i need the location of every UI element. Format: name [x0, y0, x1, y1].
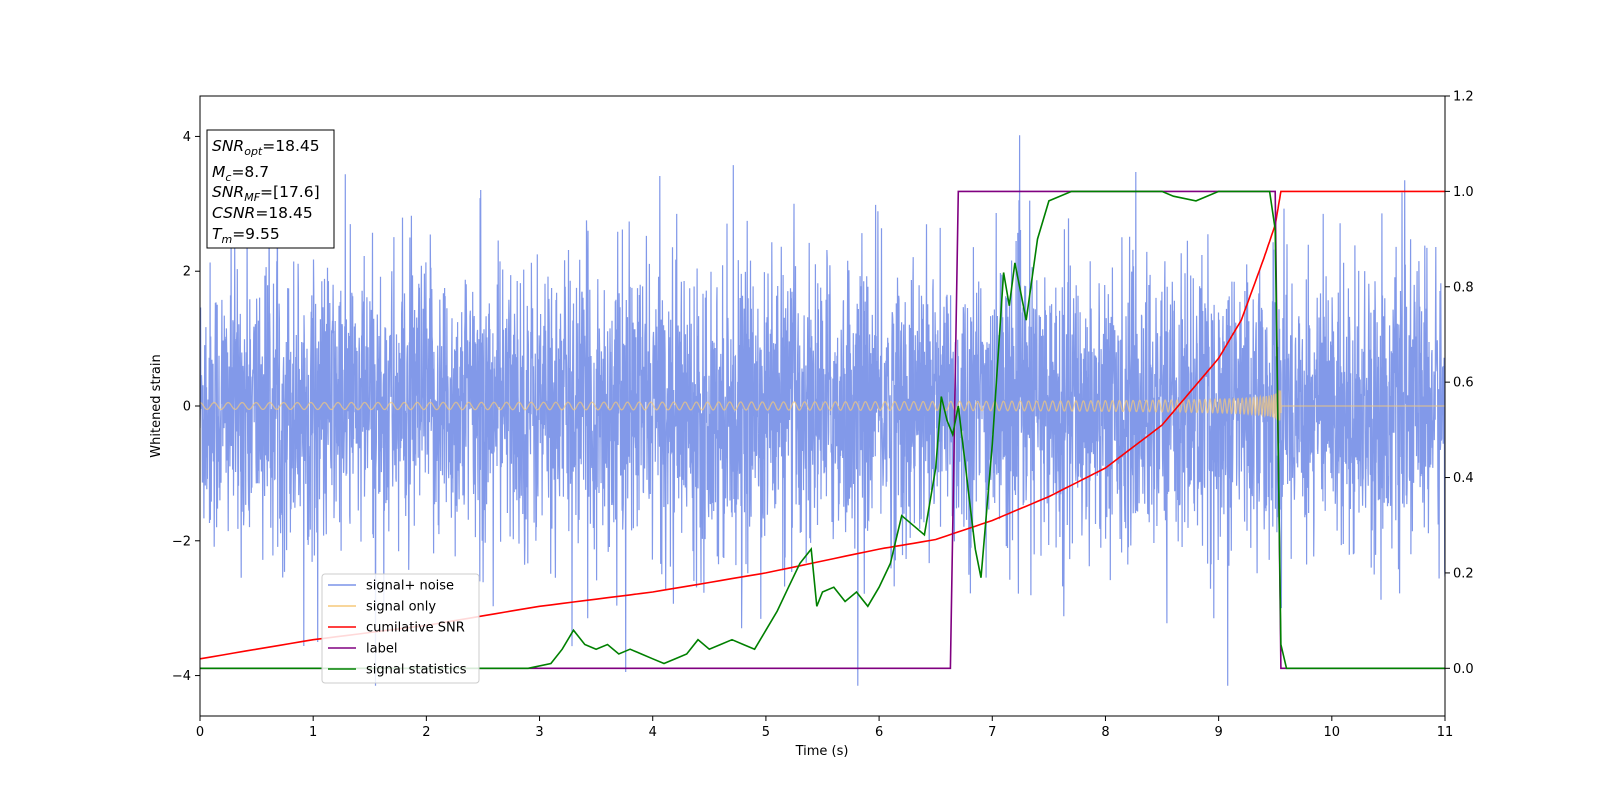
info-symbol: CSNR	[212, 204, 255, 222]
x-tick-label: 1	[309, 725, 317, 740]
legend-label: signal statistics	[366, 663, 467, 678]
x-tick-label: 3	[535, 725, 543, 740]
x-tick-label: 10	[1324, 725, 1341, 740]
info-subscript: c	[225, 171, 231, 184]
info-subscript: MF	[244, 191, 260, 204]
legend: signal+ noise signal only cumilative SNR la…	[321, 573, 480, 684]
x-tick-label: 4	[649, 725, 657, 740]
y-tick-label: −2	[172, 534, 191, 549]
x-tick-label: 0	[196, 725, 204, 740]
info-value: =18.45	[255, 204, 312, 222]
legend-label: cumilative SNR	[366, 621, 465, 636]
axes-layer: 0 1 2 3 4 5 6 7 8 9 10 11 −4 −2 0 2 4 0.0 0.2 0.4 0.6 0.8 1.0 1…	[172, 90, 1474, 741]
legend-label: signal+ noise	[366, 579, 454, 594]
y-tick-label: 4	[183, 130, 191, 145]
info-subscript: opt	[244, 145, 263, 158]
y2-tick-label: 0.2	[1453, 566, 1474, 581]
info-box: SNRopt=18.45Mc=8.7SNRMF=[17.6]CSNR=18.45…	[206, 129, 335, 249]
legend-frame	[321, 573, 480, 684]
y-tick-label: −4	[172, 669, 191, 684]
info-value: =[17.6]	[260, 183, 320, 201]
info-box-line: CSNR=18.45	[212, 204, 313, 222]
series-signal-only-line	[200, 390, 1445, 421]
info-box-line: Tm=9.55	[212, 225, 280, 246]
series-layer	[200, 135, 1445, 686]
x-tick-label: 7	[988, 725, 996, 740]
x-tick-label: 5	[762, 725, 770, 740]
legend-label: signal only	[366, 600, 436, 615]
y2-tick-label: 0.6	[1453, 376, 1474, 391]
info-box-frame	[206, 129, 335, 249]
x-tick-label: 2	[422, 725, 430, 740]
info-subscript: m	[221, 233, 232, 246]
x-axis-label: Time (s)	[795, 744, 849, 759]
info-symbol: T	[212, 225, 223, 243]
info-value: =8.7	[231, 163, 269, 181]
info-box-line: Mc=8.7	[212, 163, 269, 184]
x-tick-label: 6	[875, 725, 883, 740]
info-value: =9.55	[232, 225, 280, 243]
y2-tick-label: 0.0	[1453, 662, 1474, 677]
info-symbol: SNR	[212, 183, 244, 201]
x-tick-label: 8	[1101, 725, 1109, 740]
info-box-line: SNRMF=[17.6]	[212, 183, 320, 204]
y-tick-label: 2	[183, 265, 191, 280]
info-symbol: M	[212, 163, 225, 181]
y-tick-label: 0	[183, 400, 191, 415]
y2-tick-label: 1.0	[1453, 185, 1474, 200]
series-signal-statistics-line	[200, 190, 1445, 670]
series-signal-noise-line	[200, 135, 1445, 686]
y2-tick-label: 0.8	[1453, 280, 1474, 295]
x-tick-label: 11	[1437, 725, 1454, 740]
info-value: =18.45	[262, 137, 319, 155]
legend-label: label	[366, 642, 397, 657]
y2-tick-label: 1.2	[1453, 90, 1474, 105]
x-tick-label: 9	[1214, 725, 1222, 740]
info-symbol: SNR	[212, 137, 244, 155]
y-axis-label: Whitened strain	[149, 354, 164, 457]
info-box-line: SNRopt=18.45	[212, 137, 320, 158]
y2-tick-label: 0.4	[1453, 471, 1474, 486]
